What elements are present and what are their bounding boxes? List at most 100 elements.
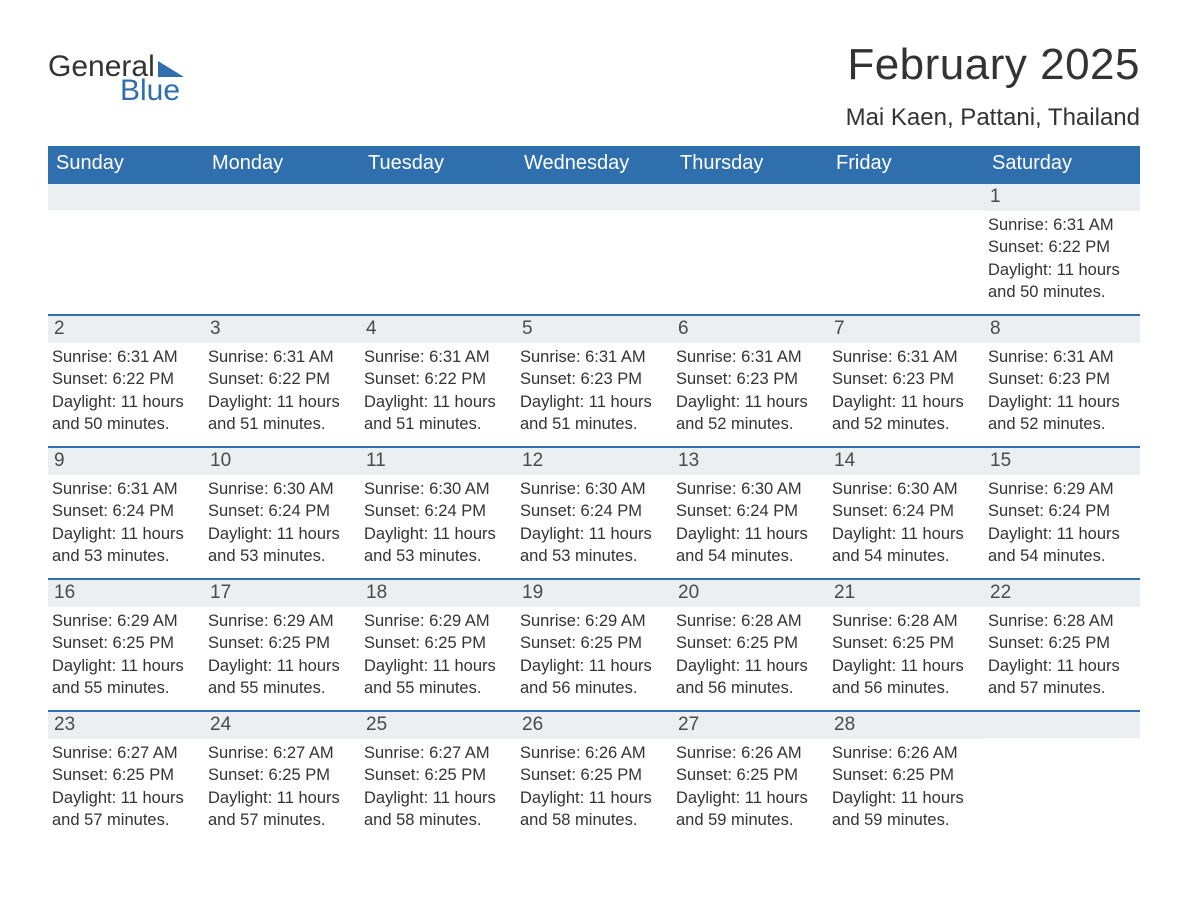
calendar-day-cell: 14Sunrise: 6:30 AMSunset: 6:24 PMDayligh… bbox=[828, 448, 984, 578]
calendar-day-cell: 19Sunrise: 6:29 AMSunset: 6:25 PMDayligh… bbox=[516, 580, 672, 710]
day-details: Sunrise: 6:31 AMSunset: 6:22 PMDaylight:… bbox=[360, 343, 516, 435]
daylight-line: Daylight: 11 hours and 50 minutes. bbox=[52, 391, 198, 436]
day-number: 1 bbox=[984, 184, 1140, 211]
sunset-line: Sunset: 6:24 PM bbox=[52, 500, 198, 522]
calendar: Sunday Monday Tuesday Wednesday Thursday… bbox=[48, 146, 1140, 842]
day-details: Sunrise: 6:30 AMSunset: 6:24 PMDaylight:… bbox=[360, 475, 516, 567]
day-details: Sunrise: 6:31 AMSunset: 6:22 PMDaylight:… bbox=[984, 211, 1140, 303]
day-details: Sunrise: 6:30 AMSunset: 6:24 PMDaylight:… bbox=[828, 475, 984, 567]
daylight-line: Daylight: 11 hours and 55 minutes. bbox=[364, 655, 510, 700]
sunset-line: Sunset: 6:25 PM bbox=[676, 632, 822, 654]
day-number: 18 bbox=[360, 580, 516, 607]
day-number: 10 bbox=[204, 448, 360, 475]
calendar-week: 9Sunrise: 6:31 AMSunset: 6:24 PMDaylight… bbox=[48, 446, 1140, 578]
weekday-label: Saturday bbox=[984, 146, 1140, 182]
calendar-weekday-header: Sunday Monday Tuesday Wednesday Thursday… bbox=[48, 146, 1140, 182]
sunset-line: Sunset: 6:23 PM bbox=[988, 368, 1134, 390]
day-number: 9 bbox=[48, 448, 204, 475]
daylight-line: Daylight: 11 hours and 55 minutes. bbox=[52, 655, 198, 700]
day-number: 24 bbox=[204, 712, 360, 739]
day-number: 26 bbox=[516, 712, 672, 739]
daylight-line: Daylight: 11 hours and 59 minutes. bbox=[676, 787, 822, 832]
calendar-day-cell: 12Sunrise: 6:30 AMSunset: 6:24 PMDayligh… bbox=[516, 448, 672, 578]
sunset-line: Sunset: 6:22 PM bbox=[364, 368, 510, 390]
day-number: 12 bbox=[516, 448, 672, 475]
calendar-day-cell: 10Sunrise: 6:30 AMSunset: 6:24 PMDayligh… bbox=[204, 448, 360, 578]
sunset-line: Sunset: 6:23 PM bbox=[676, 368, 822, 390]
sunrise-line: Sunrise: 6:31 AM bbox=[988, 214, 1134, 236]
sunset-line: Sunset: 6:25 PM bbox=[52, 764, 198, 786]
day-details: Sunrise: 6:31 AMSunset: 6:23 PMDaylight:… bbox=[672, 343, 828, 435]
calendar-day-cell: 3Sunrise: 6:31 AMSunset: 6:22 PMDaylight… bbox=[204, 316, 360, 446]
sunset-line: Sunset: 6:23 PM bbox=[832, 368, 978, 390]
day-details: Sunrise: 6:31 AMSunset: 6:23 PMDaylight:… bbox=[516, 343, 672, 435]
daylight-line: Daylight: 11 hours and 57 minutes. bbox=[52, 787, 198, 832]
calendar-day-cell: 25Sunrise: 6:27 AMSunset: 6:25 PMDayligh… bbox=[360, 712, 516, 842]
daylight-line: Daylight: 11 hours and 51 minutes. bbox=[520, 391, 666, 436]
calendar-day-cell: 27Sunrise: 6:26 AMSunset: 6:25 PMDayligh… bbox=[672, 712, 828, 842]
calendar-day-cell: 6Sunrise: 6:31 AMSunset: 6:23 PMDaylight… bbox=[672, 316, 828, 446]
day-details: Sunrise: 6:29 AMSunset: 6:24 PMDaylight:… bbox=[984, 475, 1140, 567]
sunset-line: Sunset: 6:25 PM bbox=[52, 632, 198, 654]
daylight-line: Daylight: 11 hours and 52 minutes. bbox=[676, 391, 822, 436]
daylight-line: Daylight: 11 hours and 57 minutes. bbox=[988, 655, 1134, 700]
day-details: Sunrise: 6:27 AMSunset: 6:25 PMDaylight:… bbox=[48, 739, 204, 831]
sunset-line: Sunset: 6:25 PM bbox=[364, 632, 510, 654]
day-number: 27 bbox=[672, 712, 828, 739]
day-number: 21 bbox=[828, 580, 984, 607]
day-number bbox=[204, 184, 360, 210]
day-details: Sunrise: 6:28 AMSunset: 6:25 PMDaylight:… bbox=[828, 607, 984, 699]
weekday-label: Tuesday bbox=[360, 146, 516, 182]
calendar-week: 1Sunrise: 6:31 AMSunset: 6:22 PMDaylight… bbox=[48, 182, 1140, 314]
daylight-line: Daylight: 11 hours and 56 minutes. bbox=[832, 655, 978, 700]
calendar-day-cell: 4Sunrise: 6:31 AMSunset: 6:22 PMDaylight… bbox=[360, 316, 516, 446]
weekday-label: Sunday bbox=[48, 146, 204, 182]
calendar-week: 23Sunrise: 6:27 AMSunset: 6:25 PMDayligh… bbox=[48, 710, 1140, 842]
day-number: 17 bbox=[204, 580, 360, 607]
day-number: 14 bbox=[828, 448, 984, 475]
weekday-label: Thursday bbox=[672, 146, 828, 182]
day-number: 3 bbox=[204, 316, 360, 343]
day-details: Sunrise: 6:28 AMSunset: 6:25 PMDaylight:… bbox=[984, 607, 1140, 699]
calendar-day-cell: 9Sunrise: 6:31 AMSunset: 6:24 PMDaylight… bbox=[48, 448, 204, 578]
daylight-line: Daylight: 11 hours and 54 minutes. bbox=[988, 523, 1134, 568]
sunrise-line: Sunrise: 6:28 AM bbox=[676, 610, 822, 632]
page-header: General Blue February 2025 Mai Kaen, Pat… bbox=[48, 40, 1140, 132]
daylight-line: Daylight: 11 hours and 50 minutes. bbox=[988, 259, 1134, 304]
day-number: 16 bbox=[48, 580, 204, 607]
logo-word2: Blue bbox=[120, 76, 184, 106]
page-title: February 2025 bbox=[846, 40, 1140, 90]
calendar-day-cell: 11Sunrise: 6:30 AMSunset: 6:24 PMDayligh… bbox=[360, 448, 516, 578]
daylight-line: Daylight: 11 hours and 56 minutes. bbox=[520, 655, 666, 700]
calendar-day-cell: 21Sunrise: 6:28 AMSunset: 6:25 PMDayligh… bbox=[828, 580, 984, 710]
calendar-day-cell: 5Sunrise: 6:31 AMSunset: 6:23 PMDaylight… bbox=[516, 316, 672, 446]
page-subtitle: Mai Kaen, Pattani, Thailand bbox=[846, 104, 1140, 132]
sunrise-line: Sunrise: 6:29 AM bbox=[988, 478, 1134, 500]
day-details: Sunrise: 6:26 AMSunset: 6:25 PMDaylight:… bbox=[516, 739, 672, 831]
calendar-day-cell: 8Sunrise: 6:31 AMSunset: 6:23 PMDaylight… bbox=[984, 316, 1140, 446]
daylight-line: Daylight: 11 hours and 53 minutes. bbox=[208, 523, 354, 568]
sunrise-line: Sunrise: 6:30 AM bbox=[520, 478, 666, 500]
calendar-day-cell: 16Sunrise: 6:29 AMSunset: 6:25 PMDayligh… bbox=[48, 580, 204, 710]
day-number: 11 bbox=[360, 448, 516, 475]
daylight-line: Daylight: 11 hours and 58 minutes. bbox=[364, 787, 510, 832]
calendar-day-cell bbox=[516, 184, 672, 314]
calendar-day-cell: 7Sunrise: 6:31 AMSunset: 6:23 PMDaylight… bbox=[828, 316, 984, 446]
day-number: 19 bbox=[516, 580, 672, 607]
sunset-line: Sunset: 6:24 PM bbox=[832, 500, 978, 522]
day-details: Sunrise: 6:29 AMSunset: 6:25 PMDaylight:… bbox=[48, 607, 204, 699]
sunrise-line: Sunrise: 6:30 AM bbox=[676, 478, 822, 500]
sunset-line: Sunset: 6:24 PM bbox=[988, 500, 1134, 522]
logo: General Blue bbox=[48, 40, 184, 106]
title-block: February 2025 Mai Kaen, Pattani, Thailan… bbox=[846, 40, 1140, 132]
sunrise-line: Sunrise: 6:31 AM bbox=[208, 346, 354, 368]
day-number: 23 bbox=[48, 712, 204, 739]
day-number: 22 bbox=[984, 580, 1140, 607]
calendar-day-cell bbox=[984, 712, 1140, 842]
calendar-day-cell bbox=[828, 184, 984, 314]
day-number bbox=[516, 184, 672, 210]
calendar-day-cell: 26Sunrise: 6:26 AMSunset: 6:25 PMDayligh… bbox=[516, 712, 672, 842]
day-details: Sunrise: 6:31 AMSunset: 6:23 PMDaylight:… bbox=[828, 343, 984, 435]
daylight-line: Daylight: 11 hours and 51 minutes. bbox=[208, 391, 354, 436]
daylight-line: Daylight: 11 hours and 51 minutes. bbox=[364, 391, 510, 436]
